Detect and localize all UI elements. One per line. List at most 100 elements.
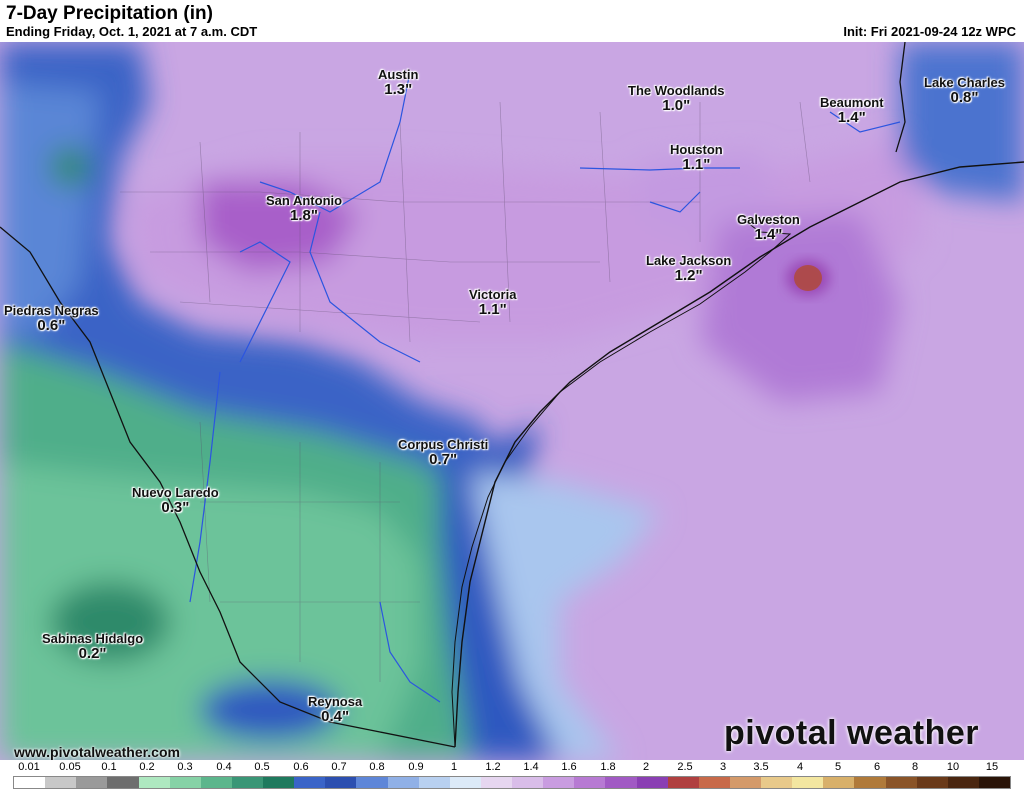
legend-tick: 0.6 <box>293 761 309 773</box>
website-link[interactable]: www.pivotalweather.com <box>14 744 180 760</box>
city-label: Beaumont 1.4" <box>820 96 884 125</box>
city-label: Lake Charles 0.8" <box>924 76 1005 105</box>
legend-tick: 1.8 <box>600 761 616 773</box>
legend-tick: 0.7 <box>331 761 347 773</box>
legend-swatch <box>605 777 637 788</box>
city-value: 0.4" <box>321 707 350 725</box>
city-value: 1.4" <box>754 225 783 243</box>
legend-tick: 5 <box>834 761 842 773</box>
legend-ticks: 0.01 0.05 0.1 0.2 0.3 0.4 0.5 0.6 0.7 0.… <box>0 761 1024 775</box>
legend-swatch <box>916 777 948 788</box>
city-label: Victoria 1.1" <box>469 288 516 317</box>
legend-swatch <box>418 777 450 788</box>
city-value: 0.6" <box>37 316 66 334</box>
legend-swatch <box>885 777 917 788</box>
legend-tick: 10 <box>946 761 960 773</box>
legend-swatch <box>667 777 699 788</box>
legend-swatch <box>449 777 481 788</box>
legend-tick: 6 <box>873 761 881 773</box>
city-value: 1.4" <box>837 108 866 126</box>
legend-tick: 0.2 <box>139 761 155 773</box>
city-name: Corpus Christi <box>398 437 489 452</box>
map-title: 7-Day Precipitation (in) <box>6 3 213 24</box>
precipitation-map: Austin 1.3" The Woodlands 1.0" Beaumont … <box>0 42 1024 760</box>
legend-tick: 3 <box>719 761 727 773</box>
legend-swatch <box>729 777 761 788</box>
legend-tick: 0.05 <box>59 761 81 773</box>
legend-swatch <box>792 777 824 788</box>
legend-tick: 2 <box>642 761 650 773</box>
city-label: Lake Jackson 1.2" <box>646 254 731 283</box>
legend-tick: 4 <box>796 761 804 773</box>
city-name: Nuevo Laredo <box>132 485 219 500</box>
city-name: Austin <box>378 67 419 82</box>
legend-tick: 1.2 <box>485 761 501 773</box>
city-value: 0.8" <box>950 88 979 106</box>
legend-swatch <box>698 777 730 788</box>
legend-swatch <box>761 777 793 788</box>
legend-color-bar <box>13 776 1011 789</box>
legend-tick: 0.1 <box>101 761 117 773</box>
city-label: Piedras Negras 0.6" <box>4 304 99 333</box>
legend-tick: 1.6 <box>561 761 577 773</box>
legend-swatch <box>356 777 388 788</box>
city-name: Houston <box>670 142 723 157</box>
city-label: Nuevo Laredo 0.3" <box>132 486 219 515</box>
legend-swatch <box>263 777 295 788</box>
city-label: Galveston 1.4" <box>737 213 800 242</box>
legend-swatch <box>512 777 544 788</box>
city-value: 1.2" <box>674 266 703 284</box>
legend-tick: 2.5 <box>677 761 693 773</box>
legend-tick: 0.5 <box>254 761 270 773</box>
brand-logo: pivotal weather <box>724 714 980 752</box>
legend-tick: 8 <box>911 761 919 773</box>
legend-swatch <box>543 777 575 788</box>
legend-swatch <box>480 777 512 788</box>
legend-swatch <box>138 777 170 788</box>
legend-tick: 0.4 <box>216 761 232 773</box>
legend-swatch <box>636 777 668 788</box>
init-time: Init: Fri 2021-09-24 12z WPC <box>843 24 1016 39</box>
city-name: Victoria <box>469 287 517 302</box>
city-name: Sabinas Hidalgo <box>42 631 144 646</box>
legend-swatch <box>14 777 46 788</box>
legend-swatch <box>854 777 886 788</box>
legend-swatch <box>823 777 855 788</box>
legend-tick: 0.01 <box>18 761 40 773</box>
city-name: Galveston <box>737 212 800 227</box>
city-label: San Antonio 1.8" <box>266 194 342 223</box>
legend-tick: 15 <box>985 761 999 773</box>
legend-swatch <box>574 777 606 788</box>
city-value: 1.1" <box>682 155 711 173</box>
map-subtitle: Ending Friday, Oct. 1, 2021 at 7 a.m. CD… <box>6 24 258 39</box>
city-label: The Woodlands 1.0" <box>628 84 725 113</box>
city-value: 0.7" <box>429 450 458 468</box>
legend-tick: 0.9 <box>408 761 424 773</box>
legend-swatch <box>978 777 1010 788</box>
city-value: 1.0" <box>662 96 691 114</box>
legend-tick: 0.8 <box>369 761 385 773</box>
city-name: Piedras Negras <box>4 303 99 318</box>
legend-tick: 1 <box>450 761 458 773</box>
city-name: Beaumont <box>820 95 884 110</box>
city-value: 0.3" <box>161 498 190 516</box>
legend-swatch <box>200 777 232 788</box>
legend-swatch <box>231 777 263 788</box>
legend-swatch <box>169 777 201 788</box>
city-name: Lake Jackson <box>646 253 732 268</box>
city-name: The Woodlands <box>628 83 725 98</box>
legend-swatch <box>45 777 77 788</box>
precip-field <box>0 42 1024 760</box>
legend-tick: 3.5 <box>753 761 769 773</box>
city-label: Corpus Christi 0.7" <box>398 438 488 467</box>
city-label: Sabinas Hidalgo 0.2" <box>42 632 143 661</box>
legend-tick: 0.3 <box>177 761 193 773</box>
legend-swatch <box>294 777 326 788</box>
city-value: 1.8" <box>290 206 319 224</box>
city-label: Reynosa 0.4" <box>308 695 362 724</box>
city-label: Austin 1.3" <box>378 68 418 97</box>
legend-swatch <box>325 777 357 788</box>
city-name: Reynosa <box>308 694 363 709</box>
city-label: Houston 1.1" <box>670 143 723 172</box>
legend-swatch <box>76 777 108 788</box>
